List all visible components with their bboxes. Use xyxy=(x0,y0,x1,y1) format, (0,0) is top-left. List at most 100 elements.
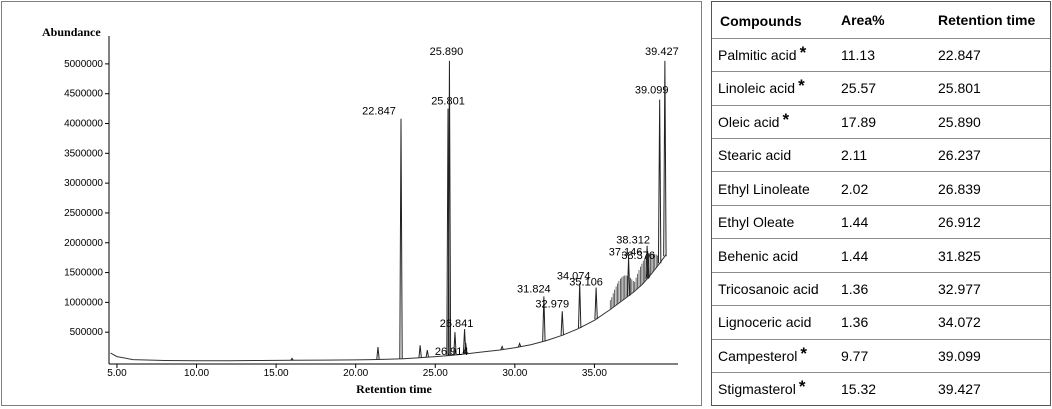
retention-time-cell: 31.825 xyxy=(932,238,1050,273)
compound-cell: Linoleic acid * xyxy=(712,71,835,106)
x-tick-label: 5.00 xyxy=(107,368,127,379)
compound-name: Linoleic acid xyxy=(718,80,796,97)
y-tick-label: 4000000 xyxy=(64,119,103,130)
chromatogram-peak xyxy=(447,60,452,356)
area-cell: 1.44 xyxy=(835,238,932,273)
peak-label: 26.841 xyxy=(440,318,474,330)
retention-time-cell: 26.912 xyxy=(932,205,1050,240)
table-row: Tricosanoic acid 1.36 32.977 xyxy=(712,272,1050,307)
table-header-row: Compounds Area% Retention time xyxy=(712,2,1050,39)
chromatogram-peak xyxy=(646,252,650,278)
compound-name: Behenic acid xyxy=(718,247,799,264)
compound-name: Stearic acid xyxy=(718,147,792,164)
x-tick-label: 30.00 xyxy=(502,368,527,379)
table-row: Ethyl Linoleate 2.02 26.839 xyxy=(712,171,1050,206)
compound-name: Tricosanoic acid xyxy=(718,280,819,297)
y-tick-label: 500000 xyxy=(70,327,104,338)
retention-time-cell: 39.099 xyxy=(932,339,1050,373)
baseline-trace xyxy=(110,254,667,362)
y-tick-label: 1500000 xyxy=(64,268,103,279)
compounds-table-panel: Compounds Area% Retention time Palmitic aci… xyxy=(711,1,1051,406)
y-tick-label: 3000000 xyxy=(64,178,103,189)
y-tick-label: 1000000 xyxy=(64,297,103,308)
chromatogram-peak xyxy=(542,296,546,342)
compound-cell: Stigmasterol * xyxy=(712,372,835,405)
area-cell: 2.02 xyxy=(835,171,932,206)
chromatogram-peak xyxy=(663,60,667,257)
table-row: Stigmasterol * 15.32 39.427 xyxy=(712,372,1050,405)
chromatogram-peak xyxy=(376,347,380,360)
compound-cell: Stearic acid xyxy=(712,138,835,173)
compound-cell: Ethyl Linoleate xyxy=(712,171,835,206)
table-row: Linoleic acid * 25.57 25.801 xyxy=(712,71,1050,106)
chromatogram-peak xyxy=(594,287,598,320)
chromatogram-peak xyxy=(577,283,582,329)
chromatogram-peak xyxy=(453,332,457,356)
chromatogram-peak xyxy=(645,245,649,279)
chromatogram-peak xyxy=(399,118,403,359)
compound-name: Stigmasterol xyxy=(718,380,796,397)
x-tick-label: 10.00 xyxy=(184,368,209,379)
peak-label: 34.074 xyxy=(557,270,591,282)
peak-label: 32.979 xyxy=(535,298,569,310)
peak-label: 25.890 xyxy=(430,46,464,58)
table-row: Palmitic acid * 11.13 22.847 xyxy=(712,38,1050,73)
table-header-cell: Retention time xyxy=(932,2,1050,39)
table-row: Stearic acid 2.11 26.237 xyxy=(712,138,1050,173)
y-axis-label: Abundance xyxy=(42,25,101,39)
compound-cell: Campesterol * xyxy=(712,339,835,373)
y-tick-label: 4500000 xyxy=(64,89,103,100)
retention-time-cell: 22.847 xyxy=(932,38,1050,73)
table-row: Lignoceric acid 1.36 34.072 xyxy=(712,305,1050,340)
chromatogram-peak xyxy=(418,345,422,358)
y-tick-label: 5000000 xyxy=(64,59,103,70)
peak-label: 26.914 xyxy=(435,346,469,358)
compound-name: Campesterol xyxy=(718,347,798,364)
peak-label: 39.427 xyxy=(645,46,679,58)
retention-time-cell: 25.890 xyxy=(932,105,1050,140)
peak-label: 25.801 xyxy=(431,96,465,108)
peak-label: 31.824 xyxy=(517,283,551,295)
y-tick-label: 2000000 xyxy=(64,238,103,249)
chromatogram-chart: Abundance Retention time 500000 1000000 15… xyxy=(42,25,679,396)
retention-time-cell: 26.839 xyxy=(932,171,1050,206)
peak-label: 35.106 xyxy=(569,276,603,288)
x-tick-label: 15.00 xyxy=(264,368,289,379)
retention-time-cell: 32.977 xyxy=(932,272,1050,307)
asterisk-marker: * xyxy=(798,76,805,96)
asterisk-marker: * xyxy=(782,109,790,129)
compound-name: Ethyl Oleate xyxy=(718,214,795,231)
compound-name: Palmitic acid xyxy=(718,47,797,64)
chromatogram-peak xyxy=(657,99,662,264)
asterisk-marker: * xyxy=(800,343,807,363)
table-row: Ethyl Oleate 1.44 26.912 xyxy=(712,205,1050,240)
chromatogram-peak xyxy=(464,342,468,354)
area-cell: 25.57 xyxy=(835,71,932,106)
asterisk-marker: * xyxy=(799,43,807,63)
y-tick-label: 3500000 xyxy=(64,148,103,159)
peak-label: 22.847 xyxy=(362,106,396,118)
area-cell: 1.36 xyxy=(835,272,932,307)
chromatogram-peak xyxy=(425,349,430,358)
area-cell: 11.13 xyxy=(835,38,932,73)
retention-time-cell: 39.427 xyxy=(938,380,981,397)
table-header-cell: Area% xyxy=(835,2,932,39)
chromatogram-peak xyxy=(560,311,564,336)
area-cell: 15.32 xyxy=(841,380,877,397)
peak-label: 38.312 xyxy=(616,235,650,247)
asterisk-marker: * xyxy=(798,376,806,396)
compound-cell: Lignoceric acid xyxy=(712,305,835,340)
area-cell: 17.89 xyxy=(835,105,932,140)
chromatogram-peak xyxy=(626,257,631,296)
chromatogram-peak xyxy=(290,357,294,361)
x-tick-label: 35.00 xyxy=(582,368,607,379)
area-cell: 2.11 xyxy=(835,138,932,173)
compound-name: Oleic acid xyxy=(718,113,780,130)
peak-label: 38.376 xyxy=(621,250,655,262)
area-cell: 9.77 xyxy=(835,339,932,373)
chromatogram-peak xyxy=(500,345,504,350)
compound-cell: Ethyl Oleate xyxy=(712,205,835,240)
x-tick-label: 20.00 xyxy=(343,368,368,379)
compound-cell: Oleic acid * xyxy=(712,105,835,140)
retention-time-cell: 26.237 xyxy=(932,138,1050,173)
